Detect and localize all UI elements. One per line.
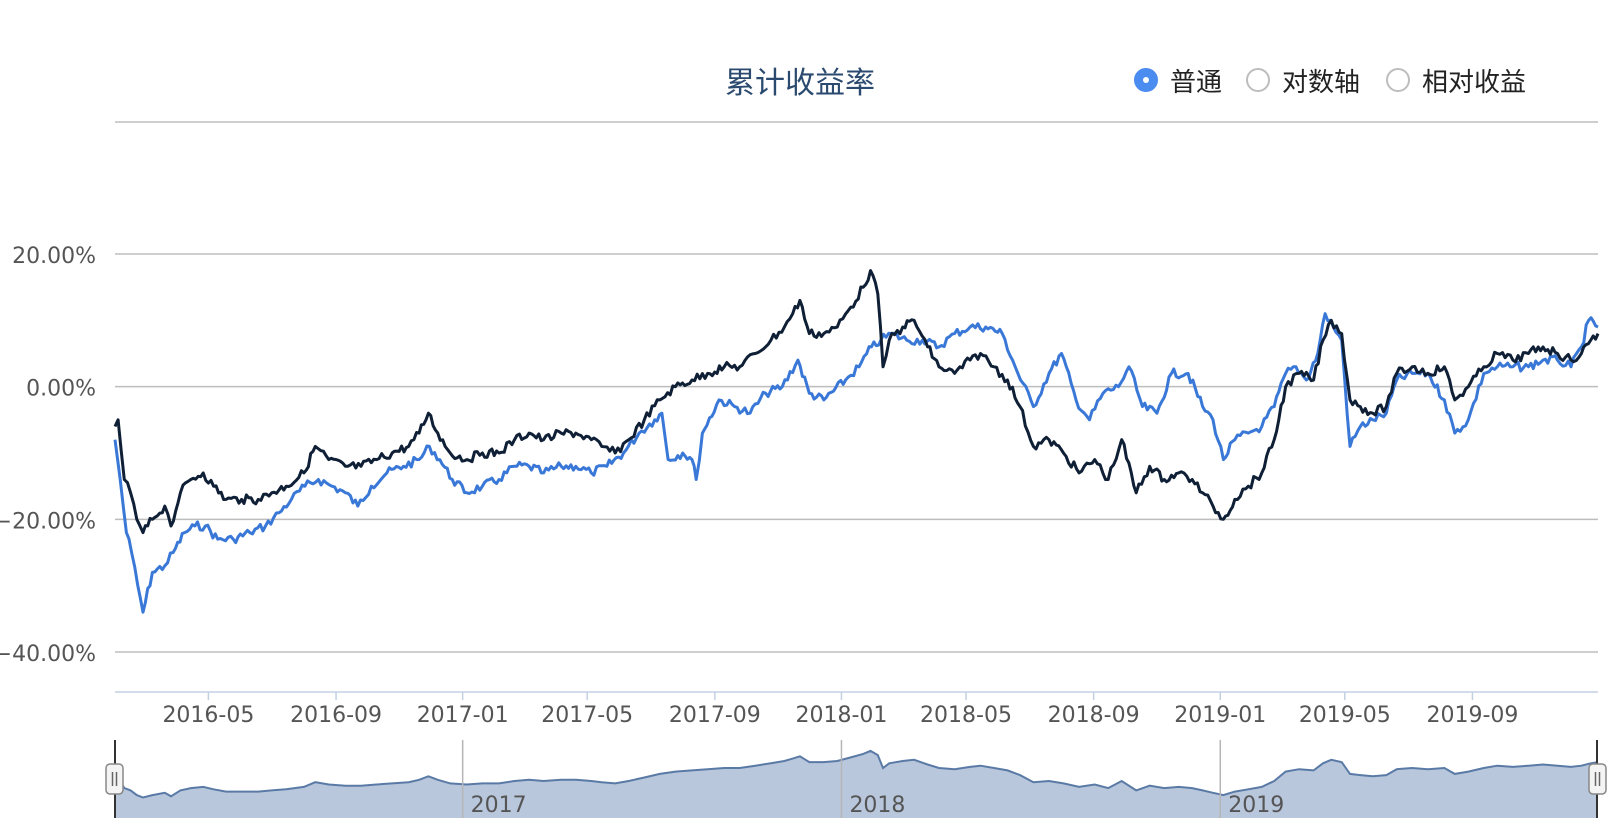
x-axis-ticks: 2016-05 2016-09 2017-01 2017-05 2017-09 2018-…: [162, 692, 1518, 728]
navigator-year-labels: 2017 2018 2019: [461, 740, 1284, 818]
grid-lines: [115, 253, 1598, 653]
mode-relative-radio[interactable]: 相对收益: [1386, 62, 1526, 98]
x-tick-label: 2017-05: [541, 703, 633, 728]
x-tick-label: 2016-05: [162, 703, 254, 728]
series-lines: [113, 269, 1600, 614]
y-tick-label: −40.00%: [0, 642, 96, 667]
x-tick-label: 2018-09: [1048, 703, 1140, 728]
navigator-year-label: 2017: [471, 793, 527, 818]
navigator-area: [115, 750, 1598, 818]
x-tick-label: 2018-05: [920, 703, 1012, 728]
radio-unchecked-icon[interactable]: [1246, 68, 1270, 92]
radio-unchecked-icon[interactable]: [1386, 68, 1410, 92]
navigator-year-label: 2019: [1228, 793, 1284, 818]
series-line-strategy: [113, 269, 1600, 535]
mode-normal-label[interactable]: 普通: [1170, 67, 1223, 98]
y-tick-label: 20.00%: [12, 244, 96, 269]
mode-relative-label[interactable]: 相对收益: [1422, 67, 1527, 98]
x-tick-label: 2019-01: [1174, 703, 1266, 728]
navigator-right-handle[interactable]: [1588, 763, 1607, 795]
series-line-benchmark: [113, 312, 1599, 614]
mode-normal-radio[interactable]: 普通: [1134, 62, 1222, 98]
x-tick-label: 2017-09: [669, 703, 761, 728]
x-tick-label: 2019-05: [1299, 703, 1391, 728]
y-tick-label: 0.00%: [26, 377, 96, 402]
navigator-year-label: 2018: [849, 793, 905, 818]
y-tick-label: −20.00%: [0, 509, 96, 534]
chart-title: 累计收益率: [725, 66, 875, 101]
x-tick-label: 2019-09: [1426, 703, 1518, 728]
x-tick-label: 2017-01: [417, 703, 509, 728]
navigator-left-handle[interactable]: [105, 763, 124, 795]
mode-log-axis-label[interactable]: 对数轴: [1282, 67, 1361, 98]
navigator[interactable]: 2017 2018 2019: [105, 740, 1607, 818]
mode-log-axis-radio[interactable]: 对数轴: [1246, 62, 1360, 98]
x-tick-label: 2018-01: [795, 703, 887, 728]
y-axis-ticks: 20.00% 0.00% −20.00% −40.00%: [0, 244, 96, 667]
navigator-line: [114, 749, 1599, 799]
radio-checked-icon[interactable]: [1134, 68, 1158, 92]
x-tick-label: 2016-09: [290, 703, 382, 728]
